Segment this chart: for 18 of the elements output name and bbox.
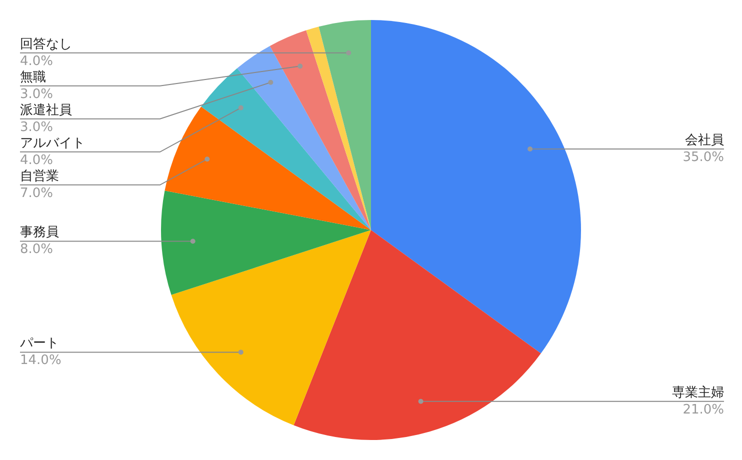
data-label: 4.0% <box>20 54 54 69</box>
slice-label: 派遣社員 <box>20 102 72 118</box>
data-label: 8.0% <box>20 242 54 258</box>
data-label: 14.0% <box>20 353 62 368</box>
slice-label: 事務員 <box>20 225 59 240</box>
slice-label: 回答なし <box>20 36 72 52</box>
data-label: 35.0% <box>682 150 724 165</box>
slice-label: 会社員 <box>685 132 724 148</box>
slice-label: 専業主婦 <box>672 384 724 400</box>
data-label: 21.0% <box>682 402 724 418</box>
slice-label: 自営業 <box>20 168 59 184</box>
data-label: 3.0% <box>20 120 54 135</box>
slice-label: 無職 <box>20 70 46 85</box>
slice-label: パート <box>19 336 59 352</box>
data-label: 7.0% <box>20 186 54 201</box>
slice-label: アルバイト <box>20 136 85 151</box>
data-label: 3.0% <box>20 86 54 102</box>
data-label: 4.0% <box>20 152 54 168</box>
